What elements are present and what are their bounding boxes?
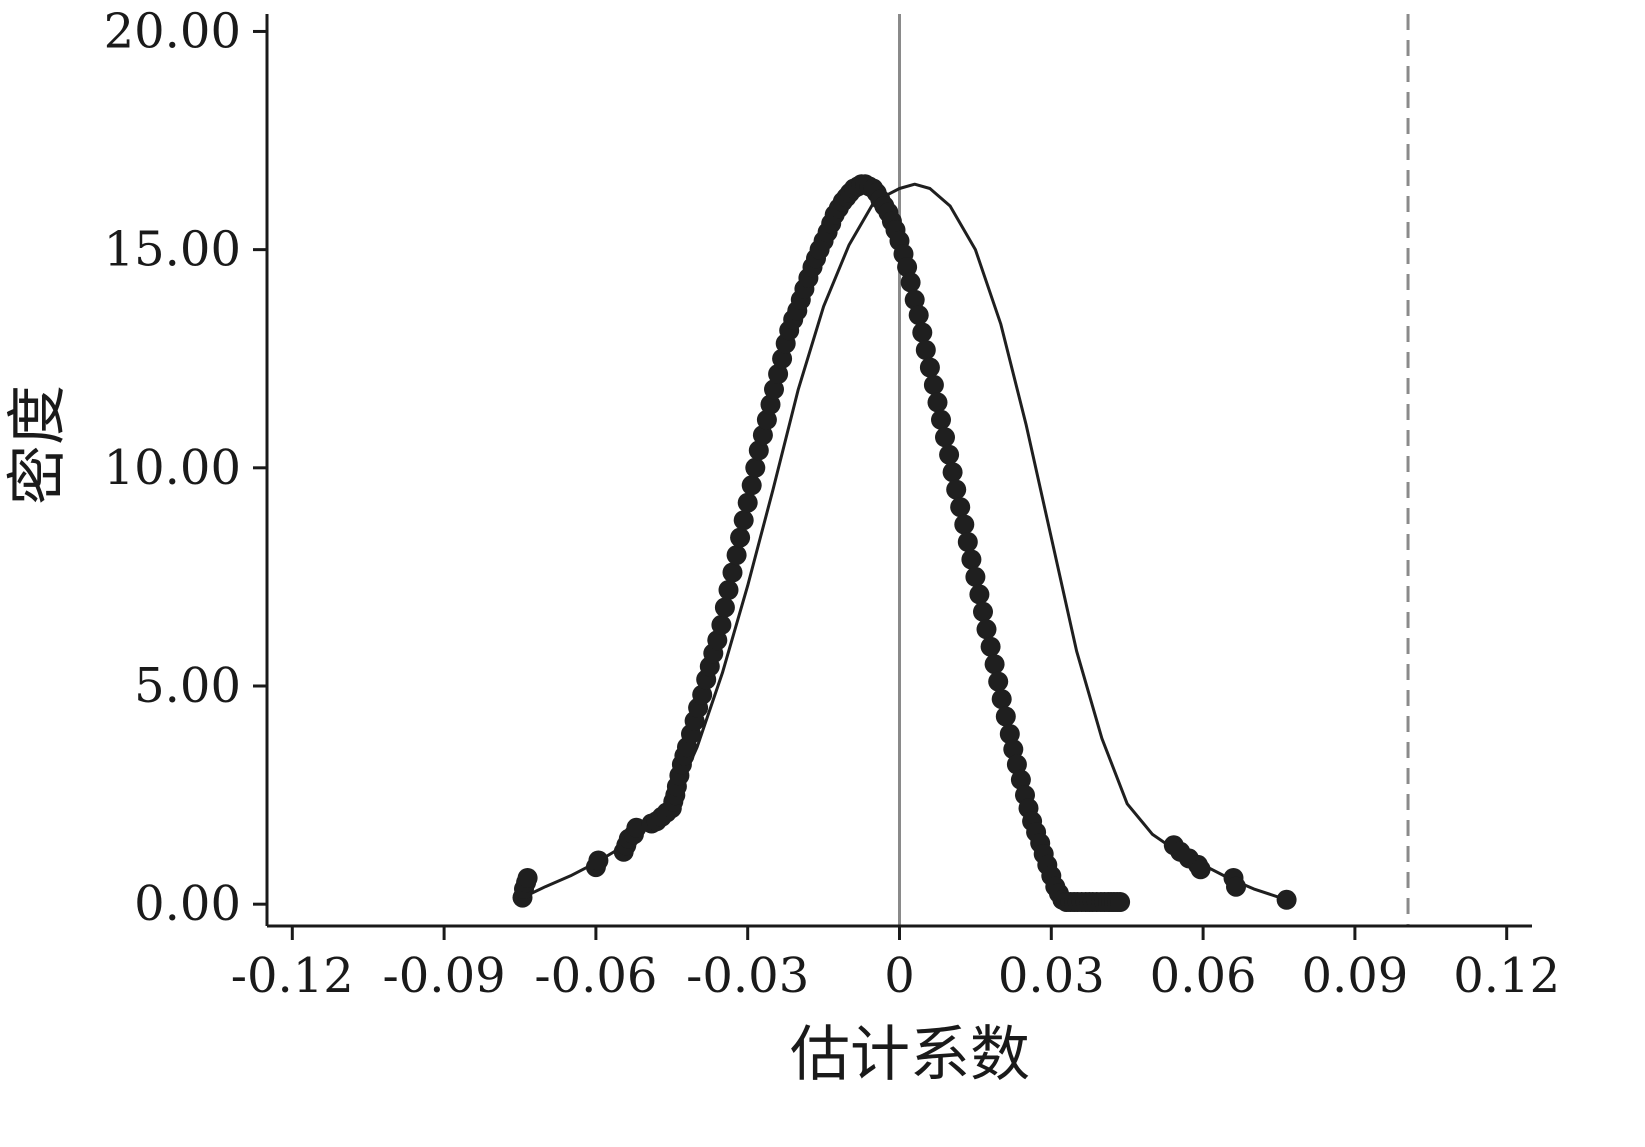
data-point <box>900 272 921 293</box>
data-point <box>957 532 978 552</box>
data-point <box>897 257 918 278</box>
data-point <box>988 671 1009 692</box>
data-point <box>973 601 993 622</box>
data-point <box>745 457 766 478</box>
data-point <box>764 379 784 400</box>
data-point <box>714 597 735 618</box>
data-point <box>1010 769 1031 790</box>
data-point <box>1003 739 1024 760</box>
data-point <box>999 724 1020 744</box>
data-point <box>954 514 975 535</box>
density-points <box>512 174 1297 912</box>
y-tick-label: 0.00 <box>134 876 241 932</box>
data-point <box>768 364 789 384</box>
data-point <box>969 584 990 605</box>
y-tick-label: 20.00 <box>104 3 241 59</box>
data-point <box>942 462 963 483</box>
data-point <box>908 305 929 326</box>
y-axis-title: 密度 <box>3 385 73 505</box>
x-tick-label: -0.06 <box>534 948 657 1004</box>
y-ticks: 0.00 5.00 10.00 15.00 20.00 <box>104 3 267 932</box>
x-tick-label: 0.12 <box>1453 948 1560 1004</box>
x-tick-label: 0 <box>884 948 915 1004</box>
data-point <box>588 850 609 871</box>
data-point <box>919 357 940 378</box>
data-point <box>991 689 1012 710</box>
x-tick-label: 0.03 <box>998 948 1105 1004</box>
data-point <box>737 492 758 513</box>
y-tick-label: 10.00 <box>104 440 241 496</box>
data-point <box>517 868 538 888</box>
data-point <box>726 545 747 566</box>
y-tick-label: 15.00 <box>104 222 241 278</box>
data-point <box>912 322 933 343</box>
fitted-curve-path <box>521 182 1288 902</box>
data-point <box>730 527 751 548</box>
data-point <box>935 427 955 448</box>
data-point <box>772 348 793 369</box>
data-point <box>961 549 982 570</box>
data-point <box>931 409 951 430</box>
x-tick-label: -0.12 <box>231 948 354 1004</box>
data-point <box>965 566 986 587</box>
x-tick-label: -0.09 <box>383 948 506 1004</box>
data-point <box>904 289 925 310</box>
data-point <box>741 475 762 496</box>
data-point <box>692 684 713 705</box>
data-point <box>915 340 936 360</box>
data-point <box>1226 876 1246 897</box>
fitted-density-curve <box>521 182 1288 902</box>
x-tick-label: 0.09 <box>1301 948 1408 1004</box>
data-point <box>756 409 777 430</box>
x-ticks: -0.12 -0.09 -0.06 -0.03 0 0.03 0.06 0.09 0.12 <box>231 926 1560 1004</box>
y-tick-label: 5.00 <box>134 658 241 714</box>
data-point <box>980 636 1001 657</box>
data-point <box>1110 892 1131 912</box>
data-point <box>995 706 1016 727</box>
x-tick-label: 0.06 <box>1150 948 1257 1004</box>
data-point <box>976 619 997 640</box>
data-point <box>1190 859 1211 880</box>
data-point <box>707 630 728 651</box>
data-point <box>946 479 967 500</box>
data-point <box>626 817 647 838</box>
data-point <box>752 425 773 446</box>
data-point <box>923 374 944 395</box>
reference-lines <box>898 14 1410 926</box>
data-point <box>718 580 739 600</box>
data-point <box>939 444 960 465</box>
data-point <box>748 440 769 461</box>
data-point <box>984 654 1005 675</box>
data-point <box>1276 889 1297 910</box>
data-point <box>733 510 754 531</box>
data-point <box>1006 754 1027 775</box>
data-point <box>950 497 971 518</box>
x-axis-title: 估计系数 <box>790 1020 1030 1090</box>
x-tick-label: -0.03 <box>686 948 809 1004</box>
data-point <box>711 614 732 635</box>
data-point <box>760 394 781 415</box>
data-point <box>722 562 743 583</box>
data-point <box>927 392 948 413</box>
